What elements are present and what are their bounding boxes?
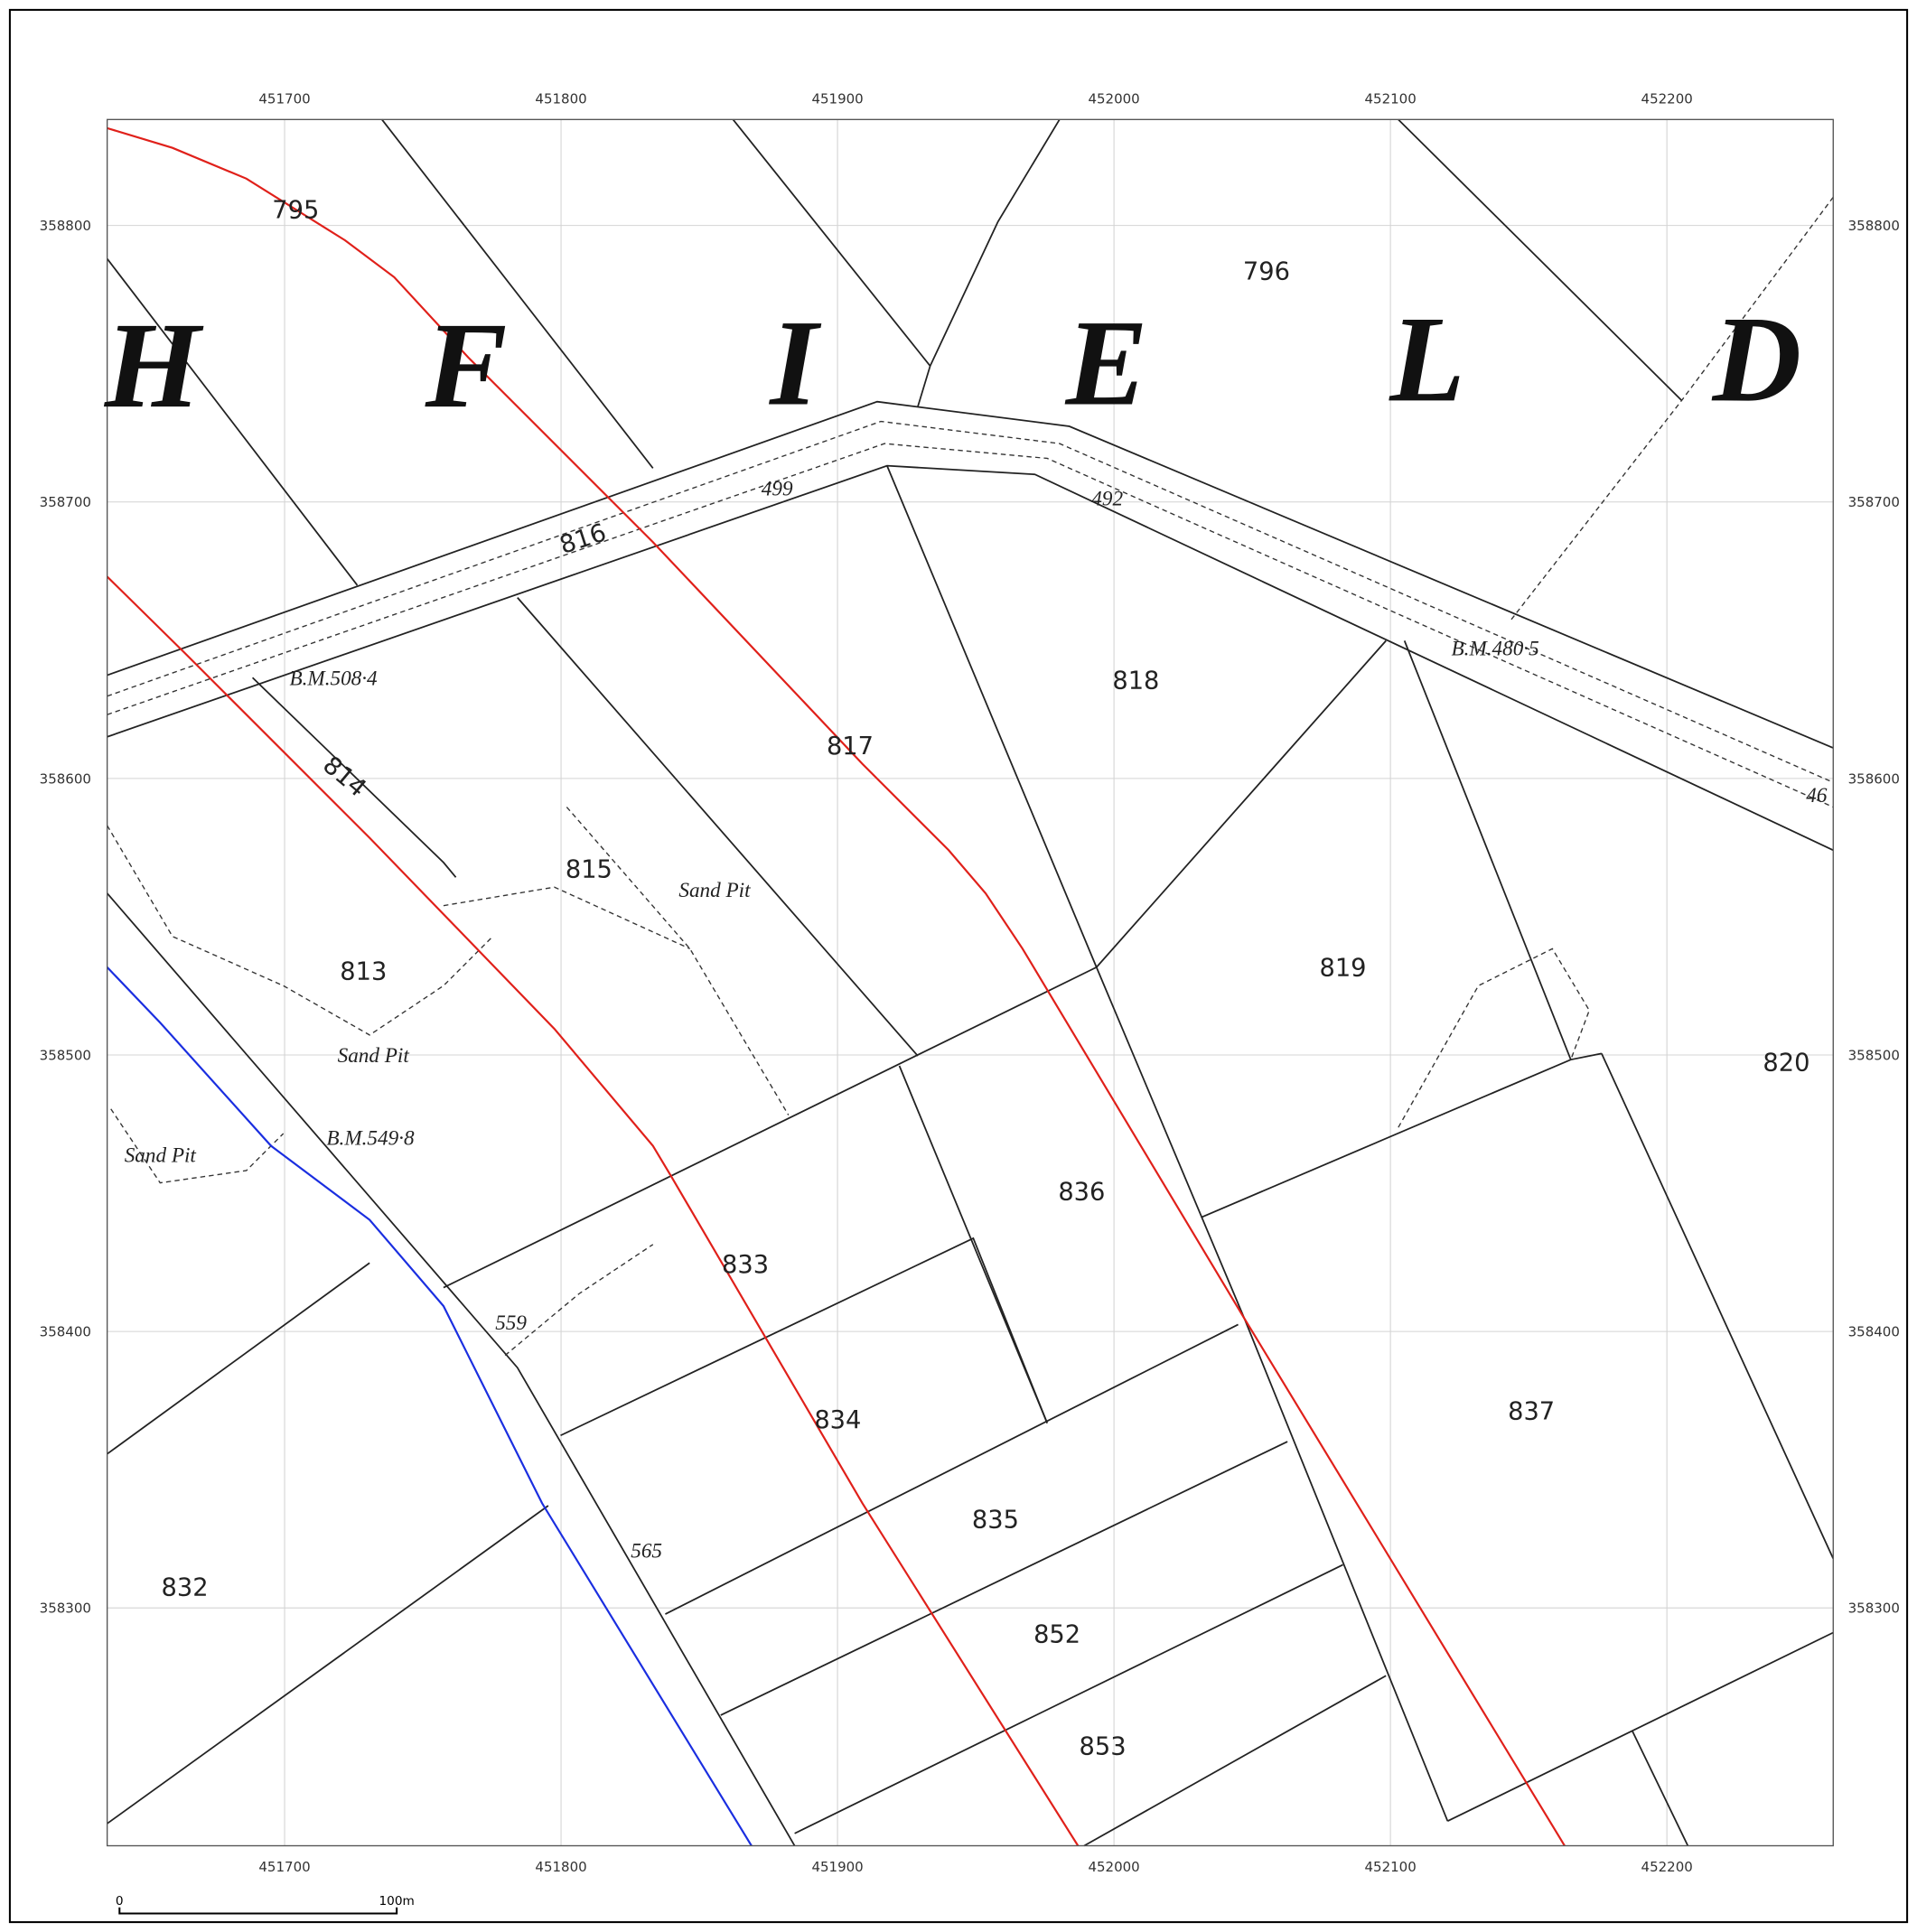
- letter: H: [104, 296, 204, 434]
- y-tick-label: 358500: [40, 1047, 91, 1063]
- parcel-number: 818: [1112, 667, 1159, 695]
- parcel-number: 837: [1508, 1398, 1555, 1426]
- annotation: B.M.480·5: [1452, 638, 1539, 661]
- parcel-number: 835: [972, 1507, 1019, 1535]
- y-tick-label: 358400: [40, 1324, 91, 1340]
- y-tick-label: 358600: [1848, 770, 1900, 787]
- parcel-number: 813: [340, 958, 387, 986]
- y-tick-label: 358300: [1848, 1601, 1900, 1617]
- parcel-number: 836: [1058, 1179, 1105, 1207]
- parcel-number: 833: [722, 1251, 769, 1279]
- parcel-number: 815: [566, 855, 613, 883]
- parcel-number: 819: [1319, 954, 1366, 982]
- y-tick-label: 358400: [1848, 1324, 1900, 1340]
- x-tick-label: 451800: [535, 1859, 586, 1875]
- annotation: 565: [631, 1539, 662, 1563]
- x-tick-label: 452100: [1365, 91, 1417, 107]
- letter: D: [1712, 290, 1801, 427]
- parcel-number: 795: [272, 196, 319, 224]
- annotation: B.M.508·4: [289, 667, 378, 690]
- x-tick-label: 451800: [535, 91, 586, 107]
- scale-end: 100m: [379, 1894, 414, 1909]
- letter: L: [1389, 290, 1464, 427]
- x-tick-label: 452200: [1641, 91, 1693, 107]
- parcel-number: 832: [162, 1574, 209, 1602]
- annotation: Sand Pit: [338, 1044, 410, 1068]
- y-tick-label: 358300: [40, 1601, 91, 1617]
- x-tick-label: 451900: [811, 1859, 863, 1875]
- y-tick-label: 358700: [1848, 494, 1900, 510]
- annotation: Sand Pit: [125, 1143, 197, 1167]
- x-tick-label: 452000: [1088, 1859, 1139, 1875]
- annotation: Sand Pit: [678, 879, 751, 902]
- parcel-number: 834: [814, 1406, 861, 1434]
- x-tick-label: 452000: [1088, 91, 1139, 107]
- letter: F: [424, 296, 507, 434]
- scale-start: 0: [116, 1894, 124, 1909]
- y-tick-label: 358700: [40, 494, 91, 510]
- y-tick-label: 358800: [40, 218, 91, 234]
- annotation: 46: [1806, 784, 1828, 807]
- y-tick-label: 358500: [1848, 1047, 1900, 1063]
- parcel-number: 820: [1763, 1049, 1809, 1077]
- y-tick-label: 358800: [1848, 218, 1900, 234]
- parcel-number: 796: [1243, 258, 1290, 286]
- outer-border: [10, 10, 1907, 1922]
- annotation: 559: [495, 1311, 527, 1335]
- annotation: 492: [1091, 487, 1123, 510]
- annotation: B.M.549·8: [326, 1126, 415, 1150]
- parcel-number: 817: [827, 733, 874, 761]
- x-tick-label: 451700: [258, 1859, 310, 1875]
- annotation: 499: [762, 477, 793, 500]
- x-tick-label: 451900: [811, 91, 863, 107]
- parcel-number: 853: [1080, 1733, 1127, 1761]
- x-tick-label: 452100: [1365, 1859, 1417, 1875]
- map: H F I E L D 795 796 816 817 818 814 815 …: [0, 0, 1917, 1932]
- parcel-number: 852: [1033, 1620, 1080, 1648]
- x-tick-label: 452200: [1641, 1859, 1693, 1875]
- y-tick-label: 358600: [40, 770, 91, 787]
- letter: E: [1065, 294, 1148, 431]
- letter: I: [768, 294, 821, 431]
- x-tick-label: 451700: [258, 91, 310, 107]
